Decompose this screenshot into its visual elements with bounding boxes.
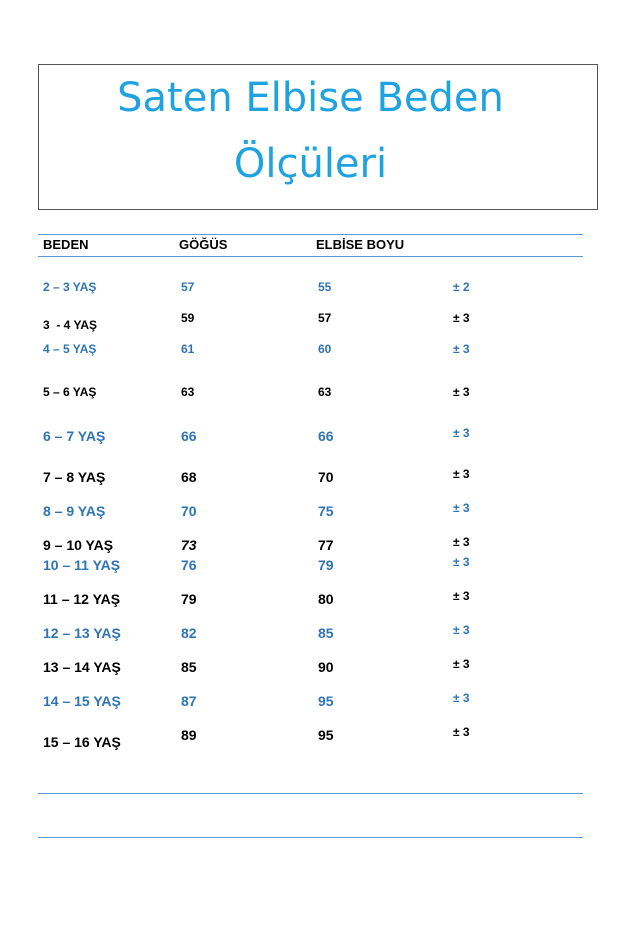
measurement: 55 <box>318 280 332 294</box>
measurement: 85 <box>181 659 197 675</box>
tolerance: ± 3 <box>453 342 470 356</box>
tolerance: ± 3 <box>453 501 470 515</box>
tolerance: ± 3 <box>453 535 470 549</box>
measurement: 89 <box>181 727 197 743</box>
tolerance: ± 3 <box>453 623 470 637</box>
measurement: 75 <box>318 503 334 519</box>
tolerance: ± 3 <box>453 555 470 569</box>
measurement: 60 <box>318 342 332 356</box>
measurement: 70 <box>181 503 197 519</box>
tolerance: ± 3 <box>453 426 470 440</box>
rule <box>38 837 583 838</box>
column-header: GÖĞÜS <box>179 237 228 252</box>
tolerance: ± 3 <box>453 691 470 705</box>
size-label: 9 – 10 YAŞ <box>43 537 114 553</box>
title: Ölçüleri <box>233 141 388 187</box>
measurement: 70 <box>318 469 334 485</box>
size-label: 15 – 16 YAŞ <box>43 734 121 750</box>
size-label: 5 – 6 YAŞ <box>43 385 97 399</box>
measurement: 66 <box>318 428 334 444</box>
rule <box>38 256 583 257</box>
tolerance: ± 3 <box>453 385 470 399</box>
measurement: 57 <box>181 280 195 294</box>
tolerance: ± 3 <box>453 467 470 481</box>
title-box <box>38 64 598 210</box>
measurement: 68 <box>181 469 197 485</box>
tolerance: ± 3 <box>453 725 470 739</box>
rule <box>38 234 583 235</box>
size-label: 6 – 7 YAŞ <box>43 428 106 444</box>
tolerance: ± 3 <box>453 657 470 671</box>
measurement: 61 <box>181 342 195 356</box>
title: Saten Elbise Beden <box>117 75 504 121</box>
measurement: 59 <box>181 311 195 325</box>
column-header: BEDEN <box>43 237 89 252</box>
measurement: 66 <box>181 428 197 444</box>
rule <box>38 793 583 794</box>
measurement: 82 <box>181 625 197 641</box>
measurement: 57 <box>318 311 332 325</box>
measurement: 77 <box>318 537 334 553</box>
size-label: 4 – 5 YAŞ <box>43 342 97 356</box>
measurement: 79 <box>318 557 334 573</box>
tolerance: ± 3 <box>453 311 470 325</box>
tolerance: ± 3 <box>453 589 470 603</box>
measurement: 95 <box>318 727 334 743</box>
column-header: ELBİSE BOYU <box>316 237 405 252</box>
tolerance: ± 2 <box>453 280 470 294</box>
size-label: 2 – 3 YAŞ <box>43 280 97 294</box>
measurement: 80 <box>318 591 334 607</box>
measurement: 73 <box>181 537 197 553</box>
measurement: 87 <box>181 693 197 709</box>
measurement: 90 <box>318 659 334 675</box>
measurement: 85 <box>318 625 334 641</box>
measurement: 95 <box>318 693 334 709</box>
size-label: 3 - 4 YAŞ <box>43 318 98 332</box>
measurement: 63 <box>181 385 195 399</box>
size-label: 7 – 8 YAŞ <box>43 469 106 485</box>
size-label: 13 – 14 YAŞ <box>43 659 121 675</box>
size-label: 8 – 9 YAŞ <box>43 503 106 519</box>
size-label: 12 – 13 YAŞ <box>43 625 121 641</box>
measurement: 79 <box>181 591 197 607</box>
measurement: 63 <box>318 385 332 399</box>
measurement: 76 <box>181 557 197 573</box>
size-label: 10 – 11 YAŞ <box>43 557 121 573</box>
size-label: 14 – 15 YAŞ <box>43 693 121 709</box>
size-label: 11 – 12 YAŞ <box>43 591 121 607</box>
